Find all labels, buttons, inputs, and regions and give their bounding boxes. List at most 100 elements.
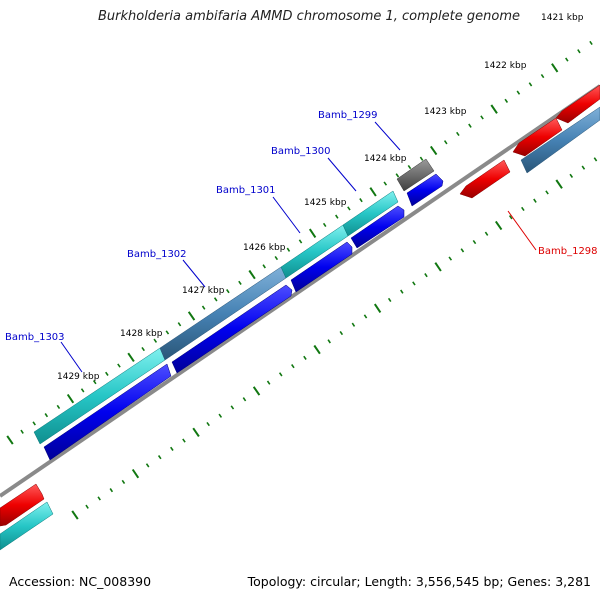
tick-mark-major bbox=[373, 303, 382, 313]
gene-leaders bbox=[60, 121, 537, 373]
orf-track-outer[interactable] bbox=[33, 158, 435, 445]
orf-bar[interactable] bbox=[0, 501, 54, 551]
tick-mark-major bbox=[313, 344, 321, 355]
gene-label-bamb-1302[interactable]: Bamb_1302 bbox=[127, 249, 187, 260]
leader-line bbox=[182, 259, 206, 288]
cds-reverse-track-lower[interactable] bbox=[0, 483, 54, 551]
tick-mark-minor bbox=[291, 364, 295, 369]
cds-arrow[interactable] bbox=[406, 173, 444, 207]
tick-mark-major bbox=[66, 393, 75, 404]
tick-track-outer bbox=[6, 40, 593, 445]
gene-label-bamb-1299[interactable]: Bamb_1299 bbox=[318, 110, 378, 121]
cds-arrow[interactable] bbox=[512, 117, 563, 157]
tick-mark-minor bbox=[351, 322, 356, 327]
tick-mark-minor bbox=[303, 355, 307, 360]
tick-mark-minor bbox=[218, 413, 223, 418]
genome-summary-text: Topology: circular; Length: 3,556,545 bp… bbox=[247, 574, 591, 589]
tick-mark-minor bbox=[443, 140, 448, 145]
tick-mark-major bbox=[369, 187, 377, 197]
tick-mark-minor bbox=[569, 173, 574, 178]
leader-line bbox=[272, 196, 301, 234]
tick-mark-minor bbox=[145, 463, 150, 468]
gene-label-bamb-1303[interactable]: Bamb_1303 bbox=[5, 332, 65, 343]
tick-mark-minor bbox=[177, 322, 182, 327]
tick-mark-minor bbox=[44, 413, 49, 418]
tick-labels: 1421 kbp 1422 kbp 1423 kbp 1424 kbp 1425… bbox=[57, 13, 584, 382]
tick-mark-minor bbox=[521, 206, 525, 212]
cds-reverse-track[interactable] bbox=[459, 84, 600, 199]
tick-mark-major bbox=[187, 311, 196, 321]
tick-mark-major bbox=[494, 220, 503, 231]
cds-arrow[interactable] bbox=[350, 205, 405, 249]
tick-mark-minor bbox=[80, 388, 85, 393]
tick-mark-minor bbox=[327, 339, 331, 344]
gene-label-bamb-1300[interactable]: Bamb_1300 bbox=[271, 146, 331, 157]
tick-mark-major bbox=[252, 386, 261, 396]
tick-mark-minor bbox=[412, 281, 416, 286]
pseudo-gene-bar[interactable] bbox=[396, 158, 435, 192]
leader-line bbox=[374, 121, 401, 151]
tick-label: 1423 kbp bbox=[424, 107, 467, 117]
tick-mark-minor bbox=[456, 131, 460, 137]
tick-mark-minor bbox=[157, 455, 162, 460]
tick-mark-minor bbox=[472, 239, 477, 245]
cds-arrow[interactable] bbox=[290, 241, 353, 293]
tick-mark-minor bbox=[32, 421, 36, 426]
tick-mark-minor bbox=[206, 421, 210, 427]
tick-mark-minor bbox=[528, 82, 533, 87]
tick-mark-minor bbox=[339, 330, 344, 336]
tick-mark-minor bbox=[395, 173, 400, 178]
tick-mark-minor bbox=[468, 123, 472, 128]
orf-bar[interactable] bbox=[520, 106, 600, 174]
tick-mark-minor bbox=[20, 429, 24, 434]
tick-mark-major bbox=[192, 427, 200, 437]
tick-mark-minor bbox=[121, 479, 126, 485]
tick-mark-minor bbox=[383, 181, 388, 186]
tick-mark-minor bbox=[165, 330, 170, 335]
map-title: Burkholderia ambifaria AMMD chromosome 1… bbox=[97, 9, 520, 24]
cds-arrow[interactable] bbox=[43, 363, 172, 461]
tick-label: 1421 kbp bbox=[541, 13, 584, 23]
gene-label-bamb-1301[interactable]: Bamb_1301 bbox=[216, 185, 276, 196]
cds-arrow[interactable] bbox=[459, 159, 511, 199]
tick-mark-major bbox=[131, 468, 140, 479]
tick-mark-major bbox=[434, 262, 442, 272]
tick-mark-major bbox=[551, 63, 559, 73]
tick-mark-minor bbox=[274, 255, 279, 261]
cds-arrow[interactable] bbox=[555, 84, 600, 124]
tick-mark-minor bbox=[230, 405, 235, 410]
tick-mark-minor bbox=[448, 256, 453, 261]
cds-arrow[interactable] bbox=[171, 284, 293, 374]
tick-mark-minor bbox=[593, 157, 598, 162]
tick-mark-minor bbox=[322, 222, 327, 228]
tick-mark-minor bbox=[298, 239, 303, 244]
tick-mark-minor bbox=[201, 305, 206, 310]
tick-mark-minor bbox=[577, 49, 581, 54]
cds-forward-track[interactable] bbox=[43, 173, 444, 461]
gene-label-bamb-1298[interactable]: Bamb_1298 bbox=[538, 246, 598, 257]
tick-label: 1422 kbp bbox=[484, 61, 527, 71]
tick-mark-minor bbox=[85, 504, 89, 509]
tick-mark-minor bbox=[508, 215, 513, 220]
tick-mark-minor bbox=[92, 380, 97, 385]
tick-track-inner bbox=[71, 157, 598, 520]
tick-mark-minor bbox=[484, 231, 489, 236]
tick-mark-minor bbox=[387, 297, 392, 303]
tick-mark-minor bbox=[242, 397, 247, 402]
cds-arrow[interactable] bbox=[0, 483, 45, 527]
tick-mark-major bbox=[248, 269, 256, 280]
tick-mark-minor bbox=[226, 289, 230, 294]
orf-bar[interactable] bbox=[342, 190, 399, 237]
tick-mark-minor bbox=[419, 156, 424, 161]
leader-line bbox=[327, 157, 357, 192]
tick-mark-minor bbox=[504, 98, 509, 103]
tick-label: 1426 kbp bbox=[243, 243, 286, 253]
tick-mark-minor bbox=[278, 372, 283, 377]
tick-mark-minor bbox=[565, 57, 569, 62]
tick-mark-minor bbox=[141, 346, 145, 352]
gene-labels[interactable]: Bamb_1299 Bamb_1300 Bamb_1301 Bamb_1302 … bbox=[5, 110, 598, 343]
tick-mark-minor bbox=[105, 371, 109, 376]
tick-mark-minor bbox=[109, 488, 114, 493]
tick-mark-minor bbox=[347, 206, 351, 211]
